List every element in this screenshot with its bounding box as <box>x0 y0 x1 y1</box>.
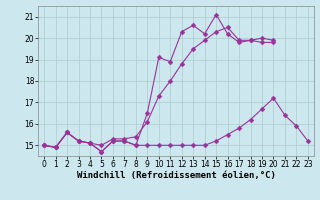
X-axis label: Windchill (Refroidissement éolien,°C): Windchill (Refroidissement éolien,°C) <box>76 171 276 180</box>
